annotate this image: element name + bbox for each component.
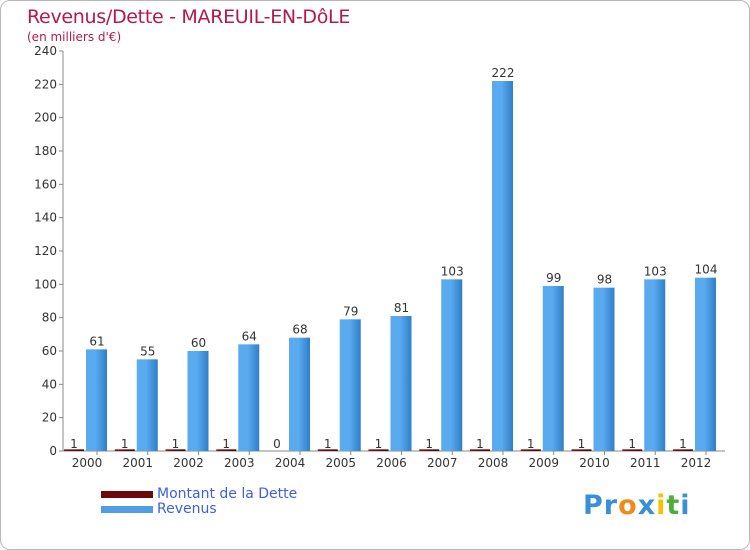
bar-revenus-2001: [136, 359, 158, 451]
y-tick-label: 180: [34, 144, 57, 158]
y-tick-label: 140: [34, 211, 57, 225]
legend-label-revenus: Revenus: [157, 501, 217, 517]
data-label-revenus-2002: 60: [191, 336, 206, 350]
x-tick-label: 2010: [579, 456, 610, 470]
bar-debt-2005: [317, 449, 338, 451]
data-label-revenus-2011: 103: [644, 264, 667, 278]
y-tick-label: 220: [34, 77, 57, 91]
x-tick-label: 2007: [427, 456, 458, 470]
y-tick-label: 80: [42, 311, 57, 325]
x-tick-label: 2012: [681, 456, 712, 470]
bar-revenus-2003: [238, 344, 260, 451]
data-label-revenus-2004: 68: [292, 323, 307, 337]
labels: 1 61 1 55 1 60 1 64 0 68 1 79 1 81 1 103 1 222 1 99 1 98 1 103 1…: [70, 66, 717, 451]
data-label-debt-2005: 1: [324, 437, 332, 451]
data-label-debt-2004: 0: [273, 437, 281, 451]
bar-debt-2011: [622, 449, 643, 451]
logo-letter: t: [666, 490, 681, 521]
data-label-revenus-2010: 98: [597, 273, 612, 287]
y-tick-label: 60: [42, 344, 57, 358]
bar-debt-2012: [673, 449, 693, 451]
logo-letter: r: [603, 490, 619, 521]
x-tick-label: 2011: [630, 456, 661, 470]
data-label-debt-2008: 1: [476, 437, 484, 451]
logo-letter: P: [583, 490, 604, 521]
data-label-debt-2007: 1: [425, 437, 433, 451]
bar-debt-2007: [419, 449, 440, 451]
bar-revenus-2011: [644, 279, 666, 451]
data-label-debt-2012: 1: [679, 437, 687, 451]
data-label-debt-2000: 1: [70, 437, 78, 451]
bar-revenus-2008: [492, 81, 513, 451]
x-tick-label: 2005: [325, 456, 356, 470]
data-label-debt-2010: 1: [578, 437, 586, 451]
data-label-revenus-2007: 103: [441, 264, 464, 278]
legend-label-debt: Montant de la Dette: [157, 486, 298, 502]
bar-revenus-2006: [390, 316, 412, 451]
logo-letter: i: [656, 490, 667, 521]
logo-letter: i: [680, 490, 691, 521]
bar-debt-2008: [470, 449, 490, 451]
y-tick-label: 200: [34, 111, 57, 125]
data-label-revenus-2012: 104: [695, 263, 718, 277]
data-label-debt-2001: 1: [121, 437, 129, 451]
bar-revenus-2002: [187, 351, 209, 451]
x-tick-label: 2002: [173, 456, 204, 470]
bar-debt-2010: [571, 449, 592, 451]
bar-debt-2000: [64, 449, 84, 451]
bar-revenus-2009: [542, 286, 564, 451]
y-tick-label: 20: [42, 411, 57, 425]
y-tick-label: 120: [34, 244, 57, 258]
proxiti-logo: Proxiti: [583, 490, 691, 521]
data-label-revenus-2000: 61: [89, 334, 104, 348]
y-tick-label: 100: [34, 277, 57, 291]
data-label-revenus-2001: 55: [140, 344, 155, 358]
data-label-revenus-2006: 81: [394, 301, 409, 315]
bar-revenus-2000: [86, 349, 107, 451]
y-tick-label: 40: [42, 377, 57, 391]
bar-revenus-2007: [441, 279, 463, 451]
legend-swatch-revenus: [101, 506, 153, 513]
data-label-debt-2006: 1: [375, 437, 383, 451]
bar-revenus-2010: [593, 287, 615, 451]
data-label-revenus-2008: 222: [492, 66, 515, 80]
bar-debt-2006: [368, 449, 389, 451]
bar-debt-2001: [114, 449, 135, 451]
chart-title: Revenus/Dette - MAREUIL-EN-DôLE: [27, 6, 351, 28]
x-tick-label: 2006: [376, 456, 407, 470]
chart-subtitle: (en milliers d'€): [27, 30, 122, 44]
y-tick-label: 160: [34, 177, 57, 191]
data-label-debt-2009: 1: [527, 437, 535, 451]
bar-revenus-2012: [695, 277, 716, 451]
logo-letter: x: [637, 490, 657, 521]
bar-debt-2003: [216, 449, 237, 451]
data-label-revenus-2003: 64: [242, 329, 257, 343]
bar-debt-2002: [165, 449, 186, 451]
x-tick-label: 2001: [122, 456, 153, 470]
x-tick-label: 2009: [528, 456, 559, 470]
logo-letter: o: [618, 490, 638, 521]
data-label-debt-2003: 1: [222, 437, 230, 451]
legend-swatch-debt: [101, 491, 153, 498]
bar-revenus-2004: [289, 337, 310, 451]
x-tick-label: 2003: [224, 456, 255, 470]
data-label-revenus-2005: 79: [343, 304, 358, 318]
x-tick-label: 2008: [478, 456, 509, 470]
data-label-revenus-2009: 99: [546, 271, 561, 285]
x-tick-label: 2000: [72, 456, 103, 470]
bar-debt-2009: [520, 449, 541, 451]
x-tick-label: 2004: [275, 456, 306, 470]
y-tick-label: 0: [49, 444, 57, 458]
bar-revenus-2005: [339, 319, 361, 451]
data-label-debt-2002: 1: [172, 437, 180, 451]
y-tick-label: 240: [34, 44, 57, 58]
data-label-debt-2011: 1: [628, 437, 636, 451]
bars: [64, 81, 716, 451]
